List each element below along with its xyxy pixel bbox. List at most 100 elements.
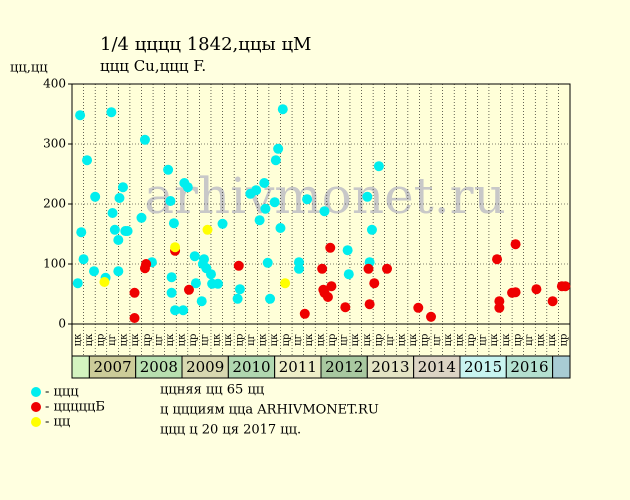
year-label: 2009	[186, 358, 224, 376]
data-point	[139, 134, 150, 145]
data-point	[262, 257, 273, 268]
data-point	[373, 161, 384, 172]
data-point	[190, 278, 201, 289]
chart-title: 1/4 цццц 1842,ццы цМ	[100, 34, 311, 55]
x-tick-label: цр	[327, 334, 338, 347]
x-tick-label: цр	[420, 334, 431, 347]
data-point	[117, 182, 128, 193]
data-point	[275, 223, 286, 233]
data-point	[114, 193, 125, 203]
x-tick-label: цк	[304, 333, 315, 346]
data-point	[340, 302, 351, 313]
data-point	[196, 296, 207, 307]
data-point	[363, 263, 374, 274]
data-point	[75, 110, 86, 121]
legend-marker	[31, 402, 41, 412]
data-point	[369, 278, 380, 289]
data-point	[168, 218, 179, 229]
y-tick-label: 0	[58, 317, 66, 331]
data-point	[362, 191, 373, 202]
x-tick-label: цк	[211, 333, 222, 346]
x-tick-label: цк	[165, 333, 176, 346]
note: ццц ц 20 ця 2017 цц.	[160, 423, 301, 438]
x-tick-label: цг	[524, 334, 535, 346]
data-point	[325, 242, 336, 253]
data-point	[217, 218, 228, 229]
data-point	[342, 245, 353, 256]
data-point	[205, 269, 216, 280]
legend-label: - цццццБ	[45, 400, 105, 415]
data-point	[233, 260, 244, 271]
x-tick-label: цк	[119, 333, 130, 346]
year-label: 2008	[140, 358, 178, 376]
x-tick-label: цг	[478, 334, 489, 346]
data-point	[78, 254, 89, 265]
data-point	[72, 278, 83, 289]
legend-label: - ццц	[45, 385, 79, 400]
x-tick-label: цр	[234, 334, 245, 347]
data-point	[89, 266, 100, 277]
data-point	[232, 293, 243, 304]
data-point	[319, 206, 330, 217]
data-point	[202, 224, 213, 235]
year-label: 2013	[371, 358, 409, 376]
data-point	[183, 284, 194, 295]
data-point	[254, 215, 265, 226]
data-point	[269, 197, 280, 208]
x-tick-label: цк	[397, 333, 408, 346]
data-point	[170, 305, 181, 316]
data-point	[251, 185, 262, 196]
data-point	[426, 311, 437, 322]
x-tick-label: цк	[362, 333, 373, 346]
chart-subtitle: ццц Cu,ццц F.	[100, 57, 206, 75]
y-tick-label: 200	[43, 197, 66, 211]
data-point	[492, 254, 503, 265]
y-tick-label: 300	[43, 137, 66, 151]
data-point	[166, 287, 177, 298]
data-point	[270, 155, 281, 166]
x-tick-label: цк	[443, 333, 454, 346]
note: ц ццциям цца ARHIVMONET.RU	[160, 403, 379, 418]
data-point	[129, 313, 140, 323]
data-point	[107, 208, 118, 218]
data-point	[90, 191, 101, 202]
x-tick-label: цк	[547, 333, 558, 346]
data-point	[165, 196, 176, 206]
x-tick-label: цг	[153, 334, 164, 346]
data-point	[136, 212, 147, 223]
year-label: 2010	[232, 358, 270, 376]
legend-marker	[31, 387, 41, 397]
data-point	[178, 305, 189, 316]
data-point	[76, 227, 87, 238]
data-point	[212, 278, 223, 289]
x-tick-label: цк	[177, 333, 188, 346]
x-tick-label: цк	[316, 333, 327, 346]
data-point	[113, 235, 124, 245]
data-point	[277, 104, 288, 115]
data-point	[199, 254, 210, 265]
x-tick-label: цк	[408, 333, 419, 346]
year-label: 2012	[325, 358, 363, 376]
year-label: 2015	[464, 358, 502, 376]
data-point	[302, 194, 313, 205]
x-tick-label: цк	[258, 333, 269, 346]
data-point	[317, 263, 328, 274]
x-tick-label: цк	[223, 333, 234, 346]
data-point	[413, 302, 424, 313]
x-tick-label: цк	[84, 333, 95, 346]
data-point	[99, 277, 110, 287]
data-point	[293, 263, 304, 274]
x-tick-label: цг	[292, 334, 303, 346]
data-point	[234, 284, 245, 295]
data-point	[106, 107, 117, 118]
legend-marker	[31, 417, 41, 427]
x-tick-label: цк	[536, 333, 547, 346]
data-point	[166, 272, 177, 283]
data-point	[364, 299, 375, 310]
x-tick-label: цр	[95, 334, 106, 347]
data-point	[322, 292, 333, 302]
x-tick-label: цг	[246, 334, 257, 346]
y-tick-label: 100	[43, 257, 66, 271]
x-tick-label: цк	[72, 333, 83, 346]
